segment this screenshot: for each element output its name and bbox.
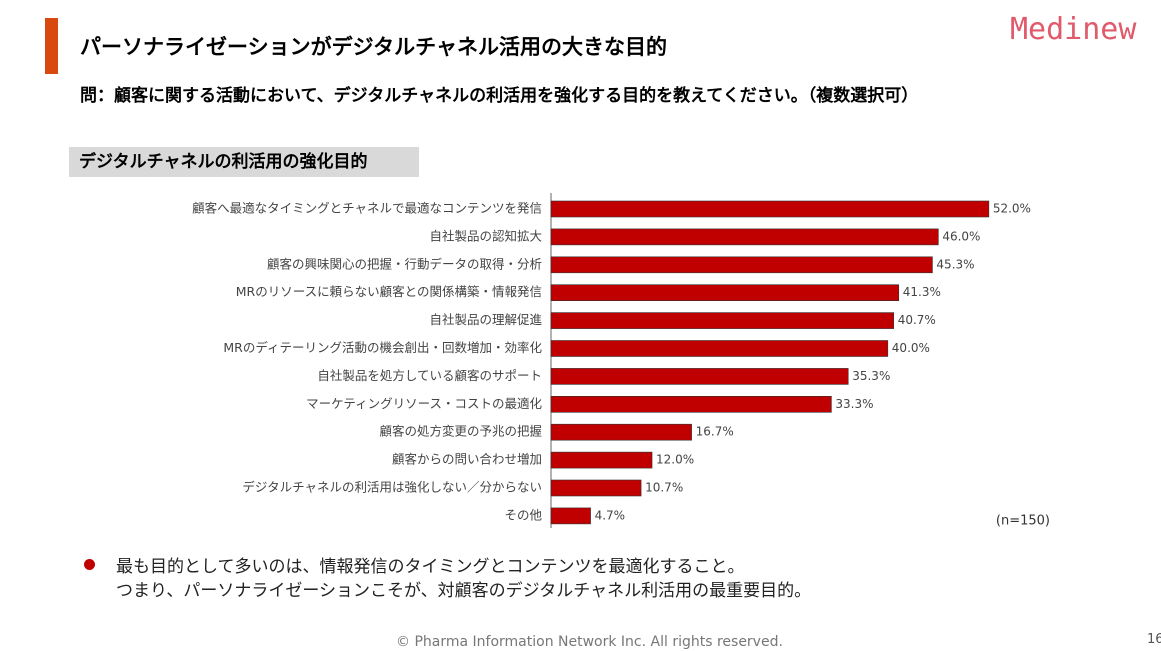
- page-title: パーソナライゼーションがデジタルチャネル活用の大きな目的: [80, 35, 667, 59]
- bar: [550, 284, 900, 301]
- value-label: 41.3%: [903, 285, 941, 299]
- value-label: 52.0%: [993, 202, 1031, 216]
- chart-title: デジタルチャネルの利活用の強化目的: [69, 147, 419, 177]
- value-label: 45.3%: [936, 257, 974, 271]
- accent-bar: [45, 18, 58, 74]
- bullet: [84, 559, 95, 570]
- bar: [550, 451, 653, 469]
- bar: [550, 507, 591, 525]
- category-label: MRのディテーリング活動の機会創出・回数増加・効率化: [223, 340, 542, 355]
- question: 問：顧客に関する活動において、デジタルチャネルの利活用を強化する目的を教えてくだ…: [80, 86, 919, 106]
- footer: © Pharma Information Network Inc. All ri…: [396, 634, 783, 650]
- category-label: その他: [504, 507, 542, 522]
- value-label: 10.7%: [645, 481, 683, 495]
- summary-line: つまり、パーソナライゼーションこそが、対顧客のデジタルチャネル利活用の最重要目的…: [116, 581, 812, 601]
- bar: [550, 200, 990, 218]
- bar: [550, 256, 933, 274]
- value-label: 40.0%: [892, 341, 930, 355]
- value-label: 40.7%: [898, 313, 936, 327]
- value-label: 33.3%: [835, 397, 873, 411]
- bar: [550, 228, 939, 246]
- page-number: 16: [1147, 632, 1161, 647]
- chart: (n=150) 顧客へ最適なタイミングとチャネルで最適なコンテンツを発信 52.0…: [192, 193, 1050, 529]
- category-label: 自社製品の理解促進: [429, 312, 542, 327]
- value-label: 16.7%: [696, 425, 734, 439]
- summary-line: 最も目的として多いのは、情報発信のタイミングとコンテンツを最適化すること。: [116, 557, 745, 577]
- value-label: 4.7%: [595, 508, 626, 522]
- value-label: 46.0%: [942, 229, 980, 243]
- category-label: マーケティングリソース・コストの最適化: [306, 396, 542, 411]
- bar: [550, 479, 642, 497]
- bar: [550, 368, 849, 385]
- category-label: 自社製品の認知拡大: [429, 228, 542, 243]
- value-label: 12.0%: [656, 453, 694, 467]
- bar: [550, 312, 894, 329]
- logo: Medinew: [1010, 12, 1137, 47]
- category-label: 顧客の処方変更の予兆の把握: [379, 424, 542, 439]
- bar: [550, 340, 889, 357]
- category-label: デジタルチャネルの利活用は強化しない／分からない: [242, 480, 542, 495]
- category-label: 顧客へ最適なタイミングとチャネルで最適なコンテンツを発信: [192, 201, 542, 216]
- sample-size-note: (n=150): [996, 514, 1050, 529]
- bar: [550, 396, 832, 413]
- value-label: 35.3%: [852, 369, 890, 383]
- category-label: 顧客の興味関心の把握・行動データの取得・分析: [267, 256, 542, 271]
- bar: [550, 423, 692, 441]
- category-label: 顧客からの問い合わせ増加: [392, 452, 542, 467]
- category-label: 自社製品を処方している顧客のサポート: [317, 368, 542, 383]
- category-label: MRのリソースに頼らない顧客との関係構築・情報発信: [236, 284, 542, 299]
